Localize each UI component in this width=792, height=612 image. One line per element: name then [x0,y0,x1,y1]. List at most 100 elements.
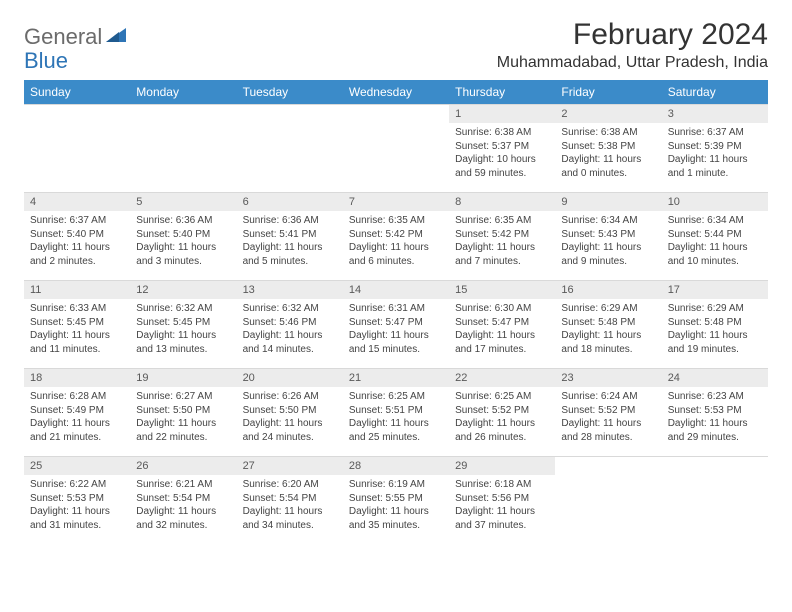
calendar-day-cell [130,105,236,193]
sunrise-text: Sunrise: 6:29 AM [668,302,762,316]
calendar-day-cell: 29 Sunrise: 6:18 AMSunset: 5:56 PMDayligh… [449,457,555,545]
weekday-header: Tuesday [237,80,343,105]
daylight-text: Daylight: 11 hours and 29 minutes. [668,417,762,444]
calendar-day-cell: 3Sunrise: 6:37 AMSunset: 5:39 PMDaylight… [662,105,768,193]
daylight-text: Daylight: 11 hours and 28 minutes. [561,417,655,444]
day-details: Sunrise: 6:26 AMSunset: 5:50 PMDaylight:… [237,387,343,448]
sunrise-text: Sunrise: 6:36 AM [243,214,337,228]
sunrise-text: Sunrise: 6:26 AM [243,390,337,404]
calendar-day-cell: 1Sunrise: 6:38 AMSunset: 5:37 PMDaylight… [449,105,555,193]
calendar-table: Sunday Monday Tuesday Wednesday Thursday… [24,80,768,545]
calendar-day-cell: 9Sunrise: 6:34 AMSunset: 5:43 PMDaylight… [555,193,661,281]
day-number: 18 [24,369,130,387]
daylight-text: Daylight: 11 hours and 25 minutes. [349,417,443,444]
day-details: Sunrise: 6:36 AMSunset: 5:40 PMDaylight:… [130,211,236,272]
sunset-text: Sunset: 5:37 PM [455,140,549,154]
sunset-text: Sunset: 5:38 PM [561,140,655,154]
calendar-day-cell: 20Sunrise: 6:26 AMSunset: 5:50 PMDayligh… [237,369,343,457]
day-details: Sunrise: 6:31 AMSunset: 5:47 PMDaylight:… [343,299,449,360]
calendar-day-cell: 14Sunrise: 6:31 AMSunset: 5:47 PMDayligh… [343,281,449,369]
day-details: Sunrise: 6:33 AMSunset: 5:45 PMDaylight:… [24,299,130,360]
sunrise-text: Sunrise: 6:22 AM [30,478,124,492]
page-title: February 2024 [497,18,768,52]
sunrise-text: Sunrise: 6:34 AM [668,214,762,228]
day-details: Sunrise: 6:25 AMSunset: 5:52 PMDaylight:… [449,387,555,448]
day-details: Sunrise: 6:34 AMSunset: 5:44 PMDaylight:… [662,211,768,272]
logo: General [24,18,130,50]
day-number: 29 [449,457,555,475]
daylight-text: Daylight: 10 hours and 59 minutes. [455,153,549,180]
sunset-text: Sunset: 5:56 PM [455,492,549,506]
day-number: 10 [662,193,768,211]
sunset-text: Sunset: 5:39 PM [668,140,762,154]
daylight-text: Daylight: 11 hours and 26 minutes. [455,417,549,444]
calendar-day-cell: 10Sunrise: 6:34 AMSunset: 5:44 PMDayligh… [662,193,768,281]
sunset-text: Sunset: 5:47 PM [349,316,443,330]
sunrise-text: Sunrise: 6:18 AM [455,478,549,492]
sunrise-text: Sunrise: 6:37 AM [30,214,124,228]
day-number: 3 [662,105,768,123]
sunrise-text: Sunrise: 6:31 AM [349,302,443,316]
title-block: February 2024 Muhammadabad, Uttar Prades… [497,18,768,72]
day-number: 28 [343,457,449,475]
day-number: 20 [237,369,343,387]
daylight-text: Daylight: 11 hours and 1 minute. [668,153,762,180]
weekday-header: Wednesday [343,80,449,105]
sunrise-text: Sunrise: 6:35 AM [455,214,549,228]
daylight-text: Daylight: 11 hours and 10 minutes. [668,241,762,268]
sunrise-text: Sunrise: 6:25 AM [349,390,443,404]
day-details: Sunrise: 6:28 AMSunset: 5:49 PMDaylight:… [24,387,130,448]
daylight-text: Daylight: 11 hours and 19 minutes. [668,329,762,356]
day-number: 16 [555,281,661,299]
daylight-text: Daylight: 11 hours and 5 minutes. [243,241,337,268]
daylight-text: Daylight: 11 hours and 35 minutes. [349,505,443,532]
sunrise-text: Sunrise: 6:29 AM [561,302,655,316]
weekday-header: Friday [555,80,661,105]
weekday-header: Monday [130,80,236,105]
calendar-day-cell [555,457,661,545]
daylight-text: Daylight: 11 hours and 24 minutes. [243,417,337,444]
logo-word2: Blue [24,48,68,73]
sunset-text: Sunset: 5:52 PM [561,404,655,418]
sunset-text: Sunset: 5:41 PM [243,228,337,242]
day-details: Sunrise: 6:29 AMSunset: 5:48 PMDaylight:… [555,299,661,360]
weekday-header-row: Sunday Monday Tuesday Wednesday Thursday… [24,80,768,105]
calendar-day-cell: 27Sunrise: 6:20 AMSunset: 5:54 PMDayligh… [237,457,343,545]
sunset-text: Sunset: 5:54 PM [243,492,337,506]
sunset-text: Sunset: 5:51 PM [349,404,443,418]
daylight-text: Daylight: 11 hours and 3 minutes. [136,241,230,268]
calendar-day-cell: 12Sunrise: 6:32 AMSunset: 5:45 PMDayligh… [130,281,236,369]
sunrise-text: Sunrise: 6:20 AM [243,478,337,492]
sunrise-text: Sunrise: 6:28 AM [30,390,124,404]
calendar-week-row: 18Sunrise: 6:28 AMSunset: 5:49 PMDayligh… [24,369,768,457]
weekday-header: Thursday [449,80,555,105]
calendar-day-cell: 13Sunrise: 6:32 AMSunset: 5:46 PMDayligh… [237,281,343,369]
calendar-day-cell: 16Sunrise: 6:29 AMSunset: 5:48 PMDayligh… [555,281,661,369]
sunset-text: Sunset: 5:49 PM [30,404,124,418]
calendar-day-cell: 24Sunrise: 6:23 AMSunset: 5:53 PMDayligh… [662,369,768,457]
day-number: 24 [662,369,768,387]
daylight-text: Daylight: 11 hours and 21 minutes. [30,417,124,444]
day-details: Sunrise: 6:23 AMSunset: 5:53 PMDaylight:… [662,387,768,448]
daylight-text: Daylight: 11 hours and 37 minutes. [455,505,549,532]
calendar-day-cell: 18Sunrise: 6:28 AMSunset: 5:49 PMDayligh… [24,369,130,457]
day-details: Sunrise: 6:37 AMSunset: 5:40 PMDaylight:… [24,211,130,272]
sunset-text: Sunset: 5:42 PM [455,228,549,242]
sunrise-text: Sunrise: 6:25 AM [455,390,549,404]
sunrise-text: Sunrise: 6:21 AM [136,478,230,492]
day-number: 25 [24,457,130,475]
day-details: Sunrise: 6:30 AMSunset: 5:47 PMDaylight:… [449,299,555,360]
calendar-day-cell: 4Sunrise: 6:37 AMSunset: 5:40 PMDaylight… [24,193,130,281]
sunrise-text: Sunrise: 6:30 AM [455,302,549,316]
daylight-text: Daylight: 11 hours and 9 minutes. [561,241,655,268]
sunset-text: Sunset: 5:53 PM [30,492,124,506]
weekday-header: Sunday [24,80,130,105]
day-number: 11 [24,281,130,299]
sunrise-text: Sunrise: 6:32 AM [243,302,337,316]
sunset-text: Sunset: 5:55 PM [349,492,443,506]
day-details: Sunrise: 6:22 AMSunset: 5:53 PMDaylight:… [24,475,130,536]
daylight-text: Daylight: 11 hours and 7 minutes. [455,241,549,268]
daylight-text: Daylight: 11 hours and 34 minutes. [243,505,337,532]
sunrise-text: Sunrise: 6:38 AM [561,126,655,140]
day-details: Sunrise: 6:32 AMSunset: 5:45 PMDaylight:… [130,299,236,360]
